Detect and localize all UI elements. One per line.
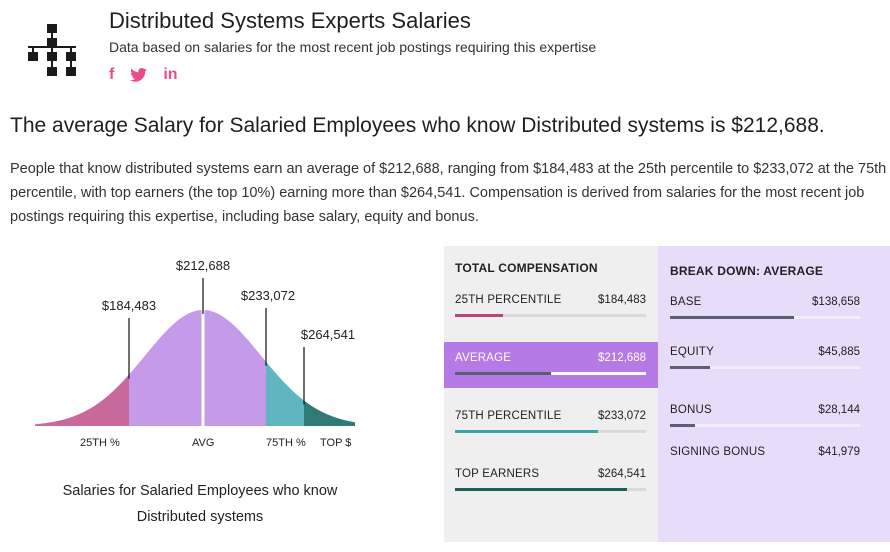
curve-segment-avg <box>129 310 266 426</box>
average-salary-headline: The average Salary for Salaried Employee… <box>10 114 825 137</box>
total-compensation-column: TOTAL COMPENSATION 25TH PERCENTILE $184,4… <box>444 246 658 542</box>
value-label-top: $264,541 <box>301 327 355 342</box>
total-row-value: $184,483 <box>598 294 646 306</box>
breakdown-row-track <box>670 316 860 319</box>
breakdown-row: BONUS $28,144 <box>658 396 890 442</box>
total-row[interactable]: TOP EARNERS $264,541 <box>444 458 658 504</box>
page-title: Distributed Systems Experts Salaries <box>109 8 471 33</box>
total-row-label: 75TH PERCENTILE <box>455 410 562 422</box>
breakdown-heading: BREAK DOWN: AVERAGE <box>670 264 824 278</box>
total-row-track <box>455 488 646 491</box>
tick-label-top: TOP $ <box>320 437 351 449</box>
social-links: f in <box>109 66 178 84</box>
breakdown-row-value: $41,979 <box>818 446 860 458</box>
breakdown-row: SIGNING BONUS $41,979 <box>658 438 890 484</box>
salary-distribution-chart: $184,483 $212,688 $233,072 $264,541 25TH % A… <box>35 258 355 449</box>
twitter-icon[interactable] <box>130 68 148 82</box>
breakdown-row-value: $45,885 <box>818 346 860 358</box>
tick-label-p25: 25TH % <box>80 437 120 449</box>
salary-description: People that know distributed systems ear… <box>10 161 887 225</box>
total-row-label: 25TH PERCENTILE <box>455 294 562 306</box>
breakdown-row-track <box>670 366 860 369</box>
total-row-bar <box>455 488 627 491</box>
total-row[interactable]: 75TH PERCENTILE $233,072 <box>444 400 658 446</box>
curve-segment-p75 <box>266 361 304 426</box>
org-chart-icon <box>28 24 76 76</box>
tick-label-avg: AVG <box>192 437 214 449</box>
total-row-bar <box>455 372 551 375</box>
value-label-p75: $233,072 <box>241 288 295 303</box>
total-row[interactable]: 25TH PERCENTILE $184,483 <box>444 284 658 330</box>
chart-caption: Salaries for Salaried Employees who know… <box>30 478 370 530</box>
chart-caption-line-2: Distributed systems <box>136 509 264 525</box>
breakdown-row-label: EQUITY <box>670 346 715 358</box>
total-row-value: $233,072 <box>598 410 646 422</box>
curve-segment-top <box>304 400 355 426</box>
total-row-label: AVERAGE <box>455 352 512 364</box>
facebook-icon[interactable]: f <box>109 66 115 83</box>
total-row-bar <box>455 314 503 317</box>
total-row-value: $212,688 <box>598 352 646 364</box>
compensation-panel: TOTAL COMPENSATION 25TH PERCENTILE $184,4… <box>444 246 890 542</box>
total-row-track <box>455 372 646 375</box>
breakdown-row: EQUITY $45,885 <box>658 338 890 384</box>
breakdown-row-track <box>670 424 860 427</box>
value-label-p25: $184,483 <box>102 298 156 313</box>
breakdown-row-bar <box>670 424 695 427</box>
breakdown-row-value: $28,144 <box>818 404 860 416</box>
total-compensation-heading: TOTAL COMPENSATION <box>455 261 598 275</box>
chart-caption-line-1: Salaries for Salaried Employees who know <box>62 483 338 499</box>
total-row-track <box>455 430 646 433</box>
breakdown-row-bar <box>670 316 794 319</box>
breakdown-row-label: BONUS <box>670 404 712 416</box>
breakdown-row-label: BASE <box>670 296 702 308</box>
total-row[interactable]: AVERAGE $212,688 <box>444 342 658 388</box>
total-row-value: $264,541 <box>598 468 646 480</box>
breakdown-row: BASE $138,658 <box>658 288 890 334</box>
linkedin-icon[interactable]: in <box>163 66 178 83</box>
breakdown-row-label: SIGNING BONUS <box>670 446 766 458</box>
curve-segment-p25 <box>35 374 129 426</box>
total-row-bar <box>455 430 599 433</box>
breakdown-column: BREAK DOWN: AVERAGE BASE $138,658 EQUITY $4… <box>658 246 890 542</box>
tick-label-p75: 75TH % <box>266 437 306 449</box>
page-subtitle: Data based on salaries for the most rece… <box>109 39 597 55</box>
total-row-label: TOP EARNERS <box>455 468 540 480</box>
breakdown-row-value: $138,658 <box>812 296 860 308</box>
total-row-track <box>455 314 646 317</box>
breakdown-row-bar <box>670 366 710 369</box>
value-label-avg: $212,688 <box>176 258 230 273</box>
